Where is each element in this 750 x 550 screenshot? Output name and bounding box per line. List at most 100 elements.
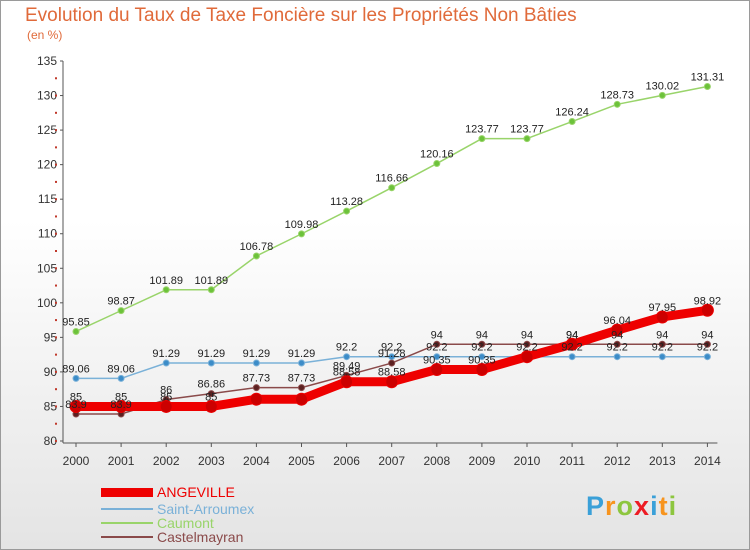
data-label-caumont: 101.89 [194,275,228,287]
data-point-angeville [159,399,173,413]
data-point-caumont [613,100,621,108]
data-point-castelmayran [703,340,711,348]
y-tick-label: 80 [44,434,58,448]
data-point-caumont [433,160,441,168]
data-label-saint-arroumex: 91.29 [198,348,226,360]
data-point-angeville [69,399,83,413]
data-point-angeville [385,375,399,389]
y-tick-label: 135 [37,54,57,68]
data-label-angeville: 90.35 [423,354,451,366]
data-label-saint-arroumex: 92.2 [381,342,402,354]
series-line-caumont [75,85,708,333]
chart-title: Evolution du Taux de Taxe Foncière sur l… [25,5,577,26]
data-point-saint-arroumex [343,353,351,361]
data-point-saint-arroumex [613,353,621,361]
data-point-angeville [475,362,489,376]
legend-swatch-castelmayran [101,536,153,538]
data-label-caumont: 95.85 [62,316,90,328]
x-tick-label: 2013 [649,454,676,468]
data-label-saint-arroumex: 92.2 [561,342,582,354]
data-point-castelmayran [207,390,215,398]
data-label-saint-arroumex: 91.29 [243,348,271,360]
y-tick-label: 90 [44,365,58,379]
data-point-caumont [162,286,170,294]
y-minor-tick [55,388,57,391]
data-point-angeville [249,392,263,406]
y-minor-tick [55,301,57,304]
data-point-angeville [610,323,624,337]
data-point-caumont [207,286,215,294]
y-minor-tick [55,267,57,270]
data-label-saint-arroumex: 92.2 [426,342,447,354]
data-point-castelmayran [523,340,531,348]
data-point-saint-arroumex [658,353,666,361]
legend-label-caumont: Caumont [157,515,214,531]
y-minor-tick [55,146,57,149]
legend-swatch-caumont [101,522,153,524]
data-label-saint-arroumex: 92.2 [697,342,718,354]
data-point-caumont [117,307,125,315]
logo-letter: i [650,491,659,521]
y-minor-tick [55,163,57,166]
y-minor-tick [55,336,57,339]
x-tick-label: 2000 [63,454,90,468]
data-point-caumont [568,118,576,126]
data-label-caumont: 131.31 [691,71,725,83]
x-tick-label: 2011 [559,454,585,468]
y-minor-tick [55,198,57,201]
data-label-saint-arroumex: 91.29 [288,348,316,360]
y-minor-tick [55,129,57,132]
y-minor-tick [55,422,57,425]
data-point-saint-arroumex [478,353,486,361]
data-point-caumont [343,207,351,215]
y-minor-tick [55,77,57,80]
data-label-castelmayran: 94 [566,329,578,341]
legend-label-castelmayran: Castelmayran [157,529,244,545]
data-label-angeville: 85 [205,391,217,403]
data-label-saint-arroumex: 92.2 [606,342,627,354]
y-minor-tick [55,370,57,373]
y-tick-label: 105 [37,261,57,275]
data-label-castelmayran: 89.49 [333,360,361,372]
x-tick-label: 2005 [288,454,315,468]
data-label-castelmayran: 87.73 [288,373,316,385]
data-point-saint-arroumex [298,359,305,367]
data-point-castelmayran [298,384,305,392]
data-point-caumont [703,82,711,90]
data-point-angeville [204,399,218,413]
data-label-caumont: 116.66 [375,173,408,185]
x-tick-label: 2003 [198,454,225,468]
data-point-saint-arroumex [568,353,576,361]
y-minor-tick [55,180,57,183]
data-label-angeville: 96.04 [603,315,631,327]
data-label-castelmayran: 87.73 [243,373,271,385]
x-tick-label: 2006 [333,454,360,468]
data-point-caumont [478,135,486,143]
data-point-angeville [340,375,354,389]
data-label-caumont: 130.02 [645,80,679,92]
data-label-caumont: 126.24 [555,107,589,119]
unit-label: (en %) [27,28,63,42]
data-label-castelmayran: 83.9 [110,399,131,411]
data-point-saint-arroumex [252,359,260,367]
legend-label-saint-arroumex: Saint-Arroumex [157,501,255,517]
data-point-castelmayran [252,384,260,392]
x-tick-label: 2007 [378,454,405,468]
data-point-angeville [295,392,308,406]
legend-swatch-saint-arroumex [101,508,153,510]
data-label-saint-arroumex: 92.2 [516,342,537,354]
legend-item-caumont: Caumont [101,516,214,530]
y-tick-label: 110 [38,227,57,241]
data-point-caumont [72,327,80,335]
y-minor-tick [55,440,57,442]
data-point-saint-arroumex [433,353,441,361]
legend-label-angeville: ANGEVILLE [157,484,235,500]
data-point-castelmayran [658,340,666,348]
data-label-saint-arroumex: 91.29 [152,348,180,360]
y-minor-tick [55,111,57,114]
logo-letter: x [634,491,651,521]
y-minor-tick [55,250,57,252]
data-label-caumont: 106.78 [240,241,274,253]
